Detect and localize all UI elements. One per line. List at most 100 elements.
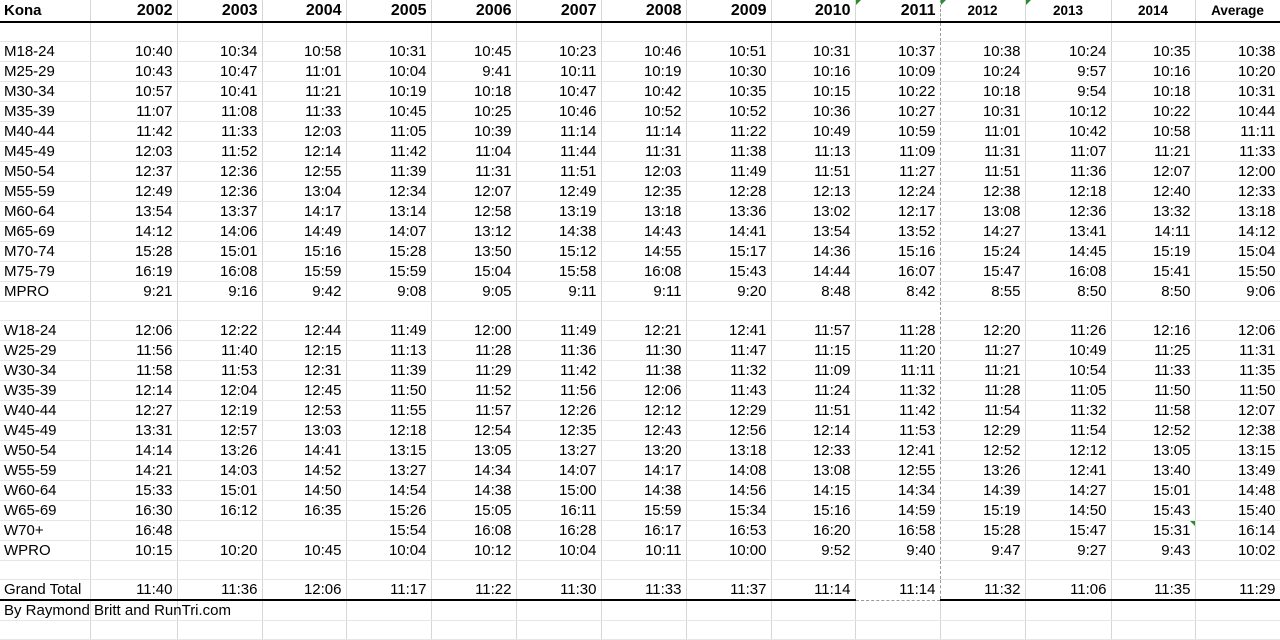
time-cell[interactable]: 11:35 — [1195, 360, 1280, 381]
time-cell[interactable]: 12:57 — [177, 420, 263, 441]
time-cell[interactable]: 16:48 — [90, 520, 178, 541]
time-cell[interactable]: 10:38 — [940, 41, 1026, 62]
time-cell[interactable]: 12:14 — [90, 380, 178, 401]
empty-cell[interactable] — [431, 301, 517, 321]
time-cell[interactable]: 10:11 — [601, 540, 687, 561]
row-label-cell[interactable]: M35-39 — [0, 101, 91, 122]
time-cell[interactable]: 11:11 — [854, 360, 941, 381]
average-header-cell[interactable]: Average — [1195, 0, 1280, 23]
time-cell[interactable]: 11:40 — [177, 340, 263, 361]
time-cell[interactable]: 14:17 — [601, 460, 687, 481]
time-cell[interactable]: 15:24 — [940, 241, 1026, 262]
time-cell[interactable]: 11:55 — [346, 400, 432, 421]
year-header-cell[interactable]: 2007 — [516, 0, 602, 23]
time-cell[interactable]: 11:51 — [516, 161, 602, 182]
time-cell[interactable]: 9:05 — [431, 281, 517, 302]
empty-cell[interactable] — [1195, 560, 1280, 581]
time-cell[interactable]: 10:38 — [1195, 41, 1280, 62]
time-cell[interactable]: 11:47 — [686, 340, 772, 361]
empty-cell[interactable] — [854, 301, 941, 321]
time-cell[interactable]: 14:41 — [686, 221, 772, 242]
time-cell[interactable]: 11:56 — [516, 380, 602, 401]
time-cell[interactable]: 11:28 — [854, 320, 941, 341]
time-cell[interactable]: 12:49 — [516, 181, 602, 202]
time-cell[interactable]: 11:22 — [686, 121, 772, 142]
time-cell[interactable]: 13:32 — [1111, 201, 1196, 222]
time-cell[interactable]: 10:20 — [1195, 61, 1280, 82]
time-cell[interactable]: 15:41 — [1111, 261, 1196, 282]
time-cell[interactable]: 11:29 — [431, 360, 517, 381]
empty-cell[interactable] — [1111, 560, 1196, 581]
empty-cell[interactable] — [771, 600, 856, 622]
time-cell[interactable]: 10:15 — [90, 540, 178, 561]
time-cell[interactable]: 15:54 — [346, 520, 432, 541]
time-cell[interactable]: 12:53 — [262, 400, 347, 421]
time-cell[interactable]: 11:50 — [1111, 380, 1196, 401]
time-cell[interactable]: 13:27 — [516, 440, 602, 461]
time-cell[interactable]: 10:39 — [431, 121, 517, 142]
time-cell[interactable]: 10:45 — [431, 41, 517, 62]
time-cell[interactable]: 15:05 — [431, 500, 517, 521]
time-cell[interactable]: 15:28 — [346, 241, 432, 262]
row-label-cell[interactable]: M55-59 — [0, 181, 91, 202]
time-cell[interactable]: 15:59 — [346, 261, 432, 282]
time-cell[interactable]: 14:27 — [940, 221, 1026, 242]
time-cell[interactable]: 14:27 — [1025, 480, 1112, 501]
time-cell[interactable]: 12:19 — [177, 400, 263, 421]
time-cell[interactable]: 12:29 — [940, 420, 1026, 441]
time-cell[interactable]: 11:09 — [771, 360, 856, 381]
time-cell[interactable]: 11:15 — [771, 340, 856, 361]
time-cell[interactable]: 11:01 — [940, 121, 1026, 142]
time-cell[interactable]: 12:00 — [431, 320, 517, 341]
time-cell[interactable]: 11:50 — [1195, 380, 1280, 401]
time-cell[interactable]: 9:52 — [771, 540, 856, 561]
time-cell[interactable]: 11:52 — [431, 380, 517, 401]
time-cell[interactable]: 12:00 — [1195, 161, 1280, 182]
time-cell[interactable]: 8:48 — [771, 281, 856, 302]
row-label-cell[interactable]: M40-44 — [0, 121, 91, 142]
time-cell[interactable]: 16:08 — [601, 261, 687, 282]
time-cell[interactable]: 15:19 — [1111, 241, 1196, 262]
row-label-cell[interactable]: W65-69 — [0, 500, 91, 521]
time-cell[interactable]: 15:59 — [262, 261, 347, 282]
time-cell[interactable]: 11:42 — [90, 121, 178, 142]
time-cell[interactable]: 11:32 — [854, 380, 941, 401]
time-cell[interactable]: 12:06 — [1195, 320, 1280, 341]
time-cell[interactable]: 12:03 — [262, 121, 347, 142]
time-cell[interactable]: 11:37 — [686, 579, 772, 602]
time-cell[interactable]: 13:37 — [177, 201, 263, 222]
time-cell[interactable]: 11:07 — [1025, 141, 1112, 162]
time-cell[interactable]: 10:22 — [1111, 101, 1196, 122]
time-cell[interactable]: 10:58 — [262, 41, 347, 62]
time-cell[interactable]: 11:35 — [1111, 579, 1196, 602]
time-cell[interactable]: 12:36 — [177, 181, 263, 202]
time-cell[interactable]: 12:14 — [262, 141, 347, 162]
time-cell[interactable]: 14:44 — [771, 261, 856, 282]
time-cell[interactable]: 10:04 — [516, 540, 602, 561]
empty-cell[interactable] — [1025, 620, 1112, 640]
time-cell[interactable]: 11:06 — [1025, 579, 1112, 602]
time-cell[interactable]: 15:04 — [431, 261, 517, 282]
time-cell[interactable]: 13:18 — [686, 440, 772, 461]
time-cell[interactable]: 10:52 — [686, 101, 772, 122]
time-cell[interactable]: 12:17 — [854, 201, 941, 222]
empty-cell[interactable] — [940, 560, 1026, 581]
time-cell[interactable]: 14:36 — [771, 241, 856, 262]
time-cell[interactable]: 11:39 — [346, 161, 432, 182]
time-cell[interactable]: 11:36 — [177, 579, 263, 602]
time-cell[interactable]: 10:42 — [601, 81, 687, 102]
time-cell[interactable]: 12:35 — [601, 181, 687, 202]
empty-cell[interactable] — [771, 22, 856, 42]
empty-cell[interactable] — [90, 560, 178, 581]
time-cell[interactable]: 13:05 — [431, 440, 517, 461]
time-cell[interactable]: 15:47 — [940, 261, 1026, 282]
time-cell[interactable]: 12:41 — [686, 320, 772, 341]
time-cell[interactable]: 16:58 — [854, 520, 941, 541]
time-cell[interactable]: 11:33 — [262, 101, 347, 122]
empty-cell[interactable] — [1195, 600, 1280, 622]
time-cell[interactable]: 12:13 — [771, 181, 856, 202]
time-cell[interactable]: 12:06 — [90, 320, 178, 341]
time-cell[interactable]: 11:38 — [686, 141, 772, 162]
empty-cell[interactable] — [1111, 600, 1196, 622]
time-cell[interactable]: 11:31 — [431, 161, 517, 182]
